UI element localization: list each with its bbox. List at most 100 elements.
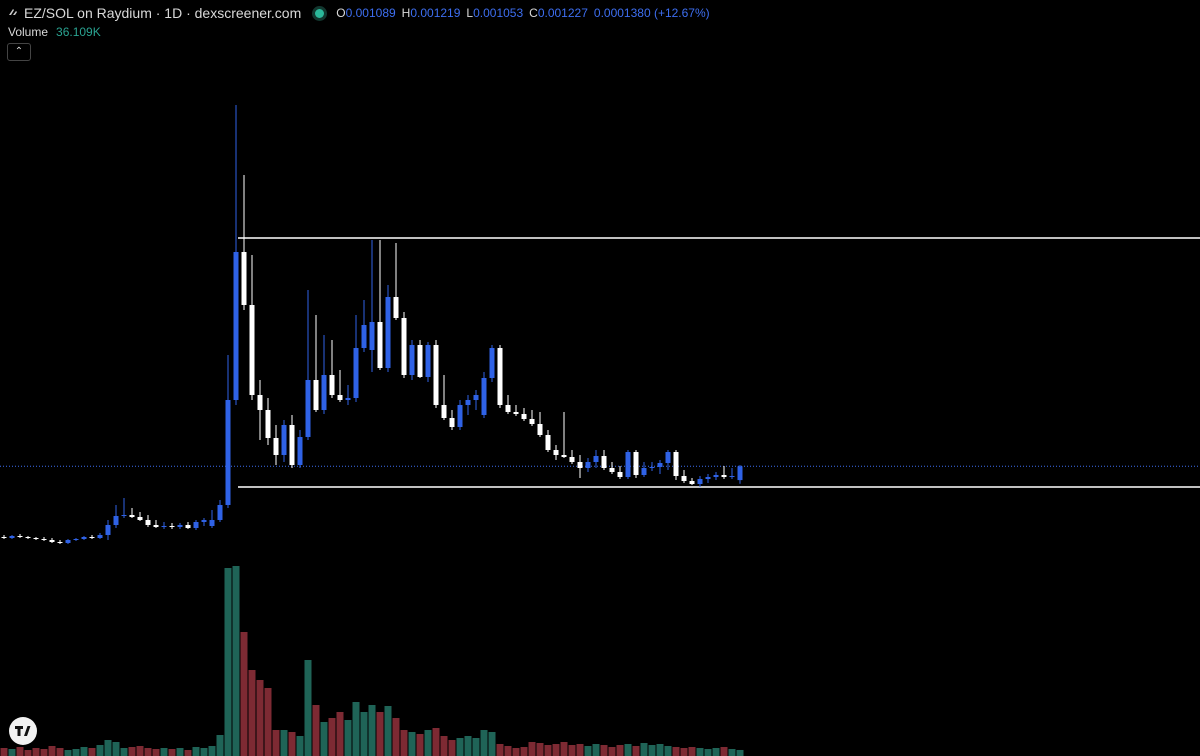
candle-body [545,435,551,450]
volume-bar [736,749,744,756]
collapse-button[interactable]: ⌃ [7,43,31,61]
volume-bar [608,747,616,756]
candle-body [265,410,271,438]
candle-body [737,466,743,481]
volume-bar [376,712,384,756]
volume-bar [512,748,520,756]
volume-bar [344,720,352,756]
symbol-icon [9,9,17,15]
candle-body [97,535,103,538]
volume-bar [616,745,624,756]
candle-body [329,375,335,395]
candle-body [81,537,87,539]
candle-body [721,475,727,477]
volume-bar [592,744,600,756]
candle-body [673,452,679,476]
candle-body [537,424,543,435]
volume-bar [672,747,680,756]
price-pane [1,105,743,544]
volume-bar [504,746,512,756]
candle-body [561,455,567,457]
volume-bar [160,748,168,756]
logo-glyph [15,726,31,736]
candle-body [73,539,79,540]
candle-body [657,463,663,467]
volume-bar [552,744,560,756]
volume-bar [336,712,344,756]
candle-body [681,476,687,481]
volume-bar [632,746,640,756]
volume-bar [96,745,104,756]
candle-body [41,539,47,540]
volume-bar [728,749,736,756]
candle-body [425,345,431,377]
volume-bar [232,566,240,756]
volume-bar [88,748,96,756]
candle-body [121,515,127,516]
volume-bar [680,748,688,756]
ohlc-value: 0.001089 [345,6,396,20]
candle-body [249,305,255,395]
candle-body [169,526,175,527]
ohlc-key: C [529,6,538,20]
candle-body [505,405,511,412]
volume-bar [208,746,216,756]
volume-bar [240,632,248,756]
candle-body [569,457,575,462]
candle-body [617,472,623,477]
candle-body [289,425,295,465]
volume-bar [48,746,56,756]
candle-body [577,462,583,468]
candle-body [313,380,319,410]
candle-body [361,325,367,348]
volume-bar [384,706,392,756]
candle-body [473,395,479,400]
candle-body [217,505,223,520]
volume-label: Volume [8,25,49,39]
candle-body [281,425,287,455]
candle-body [233,252,239,400]
volume-bar [544,745,552,756]
volume-bar [400,730,408,756]
candle-body [353,348,359,398]
candle-body [153,525,159,527]
volume-bar [24,750,32,756]
candle-body [257,395,263,410]
volume-bar [168,749,176,756]
candle-body [225,400,231,505]
candle-body [465,400,471,405]
volume-pane [0,566,744,756]
candle-body [17,536,23,537]
candle-body [633,452,639,475]
symbol-title[interactable]: EZ/SOL on Raydium · 1D · dexscreener.com [24,5,302,21]
volume-bar [328,718,336,756]
candle-body [665,452,671,463]
ohlc-key: L [466,6,474,20]
header: EZ/SOL on Raydium · 1D · dexscreener.com… [8,4,710,22]
volume-bar [128,747,136,756]
volume-bar [216,735,224,756]
ohlc-value: 0.001053 [473,6,524,20]
candle-body [9,536,15,538]
candle-body [593,456,599,462]
volume-bar [8,749,16,756]
candle-body [481,378,487,415]
candle-body [713,475,719,477]
ohlc-key: O [336,6,346,20]
candle-body [305,380,311,437]
candle-body [337,395,343,400]
volume-bar [16,747,24,756]
volume-bar [72,749,80,756]
candle-body [729,476,735,477]
volume-bar [64,750,72,756]
volume-bar [664,746,672,756]
volume-bar [112,742,120,756]
candle-body [529,419,535,424]
candle-body [25,537,31,538]
volume-bar [720,747,728,756]
volume-bar [688,747,696,756]
volume-bar [272,730,280,756]
volume-bar [560,742,568,756]
candle-body [177,525,183,527]
volume-bar [624,744,632,756]
